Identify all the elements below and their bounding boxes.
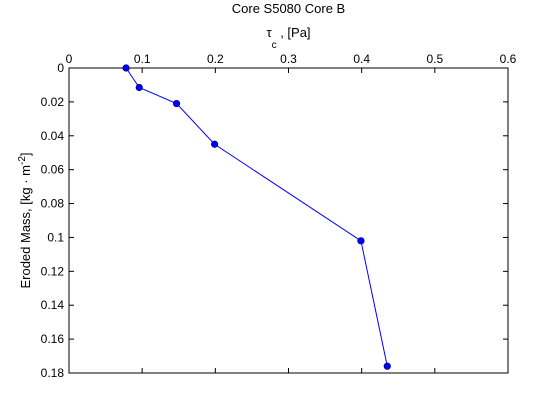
x-axis-label-main: τ bbox=[266, 25, 272, 40]
y-axis-label-sup: -2 bbox=[17, 156, 28, 165]
x-axis-label: τc , [Pa] bbox=[266, 25, 310, 51]
y-axis-label-main: Eroded Mass, [kg · m bbox=[18, 165, 33, 289]
data-point bbox=[383, 362, 391, 370]
data-point bbox=[211, 140, 219, 148]
series-group bbox=[122, 64, 391, 370]
data-point bbox=[357, 237, 365, 245]
y-tick-label: 0 bbox=[57, 61, 64, 75]
x-tick-label: 0.5 bbox=[426, 52, 443, 66]
y-tick-label: 0.08 bbox=[41, 197, 65, 211]
chart-title: Core S5080 Core B bbox=[232, 1, 345, 16]
data-point bbox=[135, 83, 143, 92]
y-tick-label: 0.16 bbox=[41, 332, 65, 346]
x-axis-label-sub: c bbox=[272, 40, 277, 51]
y-tick-label: 0.06 bbox=[41, 163, 65, 177]
plot-area bbox=[68, 67, 509, 374]
series-line bbox=[125, 67, 388, 367]
x-tick-label: 0.4 bbox=[353, 52, 370, 66]
y-tick-label: 0.04 bbox=[41, 129, 65, 143]
x-tick-label: 0.1 bbox=[134, 52, 151, 66]
y-ticks: 0 0.02 0.04 0.06 0.08 0.1 0.12 0.14 0.16 0.18 bbox=[41, 61, 508, 380]
x-tick-label: 0 bbox=[66, 52, 73, 66]
y-axis-label: Eroded Mass, [kg · m-2] bbox=[17, 152, 33, 288]
x-tick-label: 0.3 bbox=[280, 52, 297, 66]
y-tick-label: 0.1 bbox=[47, 230, 64, 244]
x-tick-label: 0.6 bbox=[500, 52, 517, 66]
x-ticks: 0 0.1 0.2 0.3 0.4 0.5 0.6 bbox=[66, 52, 517, 373]
x-tick-label: 0.2 bbox=[207, 52, 224, 66]
y-tick-label: 0.12 bbox=[41, 264, 65, 278]
y-tick-label: 0.02 bbox=[41, 95, 65, 109]
x-axis-label-rest: , [Pa] bbox=[277, 25, 311, 40]
data-point bbox=[172, 99, 181, 108]
y-tick-label: 0.14 bbox=[41, 298, 65, 312]
y-tick-label: 0.18 bbox=[41, 366, 65, 380]
y-axis-label-rest: ] bbox=[18, 152, 33, 156]
data-point bbox=[122, 64, 130, 72]
